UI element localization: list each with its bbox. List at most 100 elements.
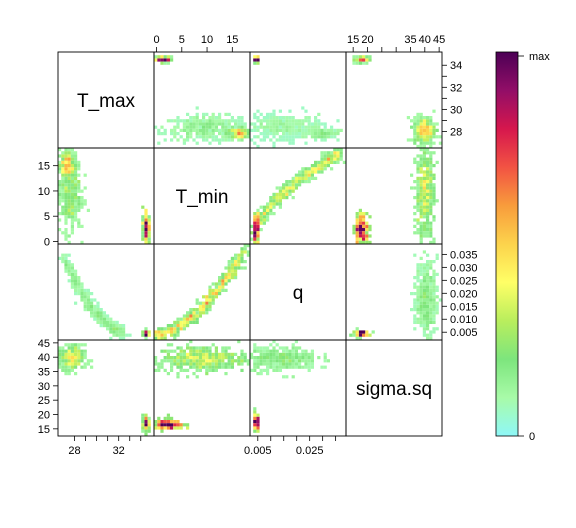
density-cell (86, 295, 90, 299)
density-cell (416, 192, 420, 196)
density-cell (422, 164, 426, 168)
density-cell (298, 180, 302, 184)
density-cell (179, 368, 183, 372)
density-cell (429, 205, 433, 209)
density-cell (83, 352, 87, 356)
density-cell (176, 372, 180, 376)
density-cell (422, 224, 426, 228)
density-cell (67, 148, 71, 152)
density-cell (86, 308, 90, 312)
density-cell (304, 141, 308, 145)
density-cell (67, 372, 71, 376)
density-cell (189, 365, 193, 369)
density-cell (301, 125, 305, 129)
density-cell (192, 308, 196, 312)
density-cell (93, 298, 97, 302)
density-cell (262, 221, 266, 225)
density-cell (317, 119, 321, 123)
density-cell (272, 340, 276, 344)
density-cell (179, 324, 183, 328)
panel-tmin-vs-sigma (352, 148, 439, 244)
density-cell (64, 183, 68, 187)
density-cell (294, 128, 298, 132)
density-cell (429, 295, 433, 299)
density-cell (77, 359, 81, 363)
density-cell (422, 298, 426, 302)
density-cell (64, 186, 68, 190)
density-cell (147, 426, 151, 430)
density-cell (106, 314, 110, 318)
density-cell (262, 356, 266, 360)
tick-label: 20 (361, 34, 373, 46)
density-cell (266, 218, 270, 222)
density-cell (195, 368, 199, 372)
density-cell (58, 183, 62, 187)
density-cell (352, 55, 356, 59)
density-cell (240, 119, 244, 123)
density-cell (259, 218, 263, 222)
density-cell (141, 330, 145, 334)
density-cell (234, 276, 238, 280)
density-cell (144, 330, 148, 334)
density-cell (166, 349, 170, 353)
density-cell (96, 314, 100, 318)
density-cell (288, 192, 292, 196)
density-cell (170, 356, 174, 360)
density-cell (413, 282, 417, 286)
density-cell (419, 311, 423, 315)
density-cell (224, 349, 228, 353)
tick-label: 35 (38, 367, 50, 379)
density-cell (214, 135, 218, 139)
density-cell (326, 154, 330, 158)
density-cell (179, 423, 183, 427)
density-cell (416, 295, 420, 299)
panel-tmax-vs-tmin (154, 55, 250, 145)
density-cell (413, 125, 417, 129)
density-cell (432, 301, 436, 305)
density-cell (64, 148, 68, 152)
density-cell (429, 173, 433, 177)
density-cell (422, 122, 426, 126)
density-cell (122, 336, 126, 340)
density-cell (262, 125, 266, 129)
density-cell (179, 327, 183, 331)
density-cell (422, 199, 426, 203)
density-cell (310, 349, 314, 353)
density-cell (64, 256, 68, 260)
density-cell (176, 356, 180, 360)
density-cell (227, 346, 231, 350)
density-cell (323, 132, 327, 136)
density-cell (413, 180, 417, 184)
density-cell (86, 288, 90, 292)
density-cell (294, 135, 298, 139)
density-cell (413, 132, 417, 136)
density-cell (278, 192, 282, 196)
density-cell (426, 148, 430, 152)
density-cell (256, 356, 260, 360)
density-cell (275, 116, 279, 120)
density-cell (422, 266, 426, 270)
density-cell (163, 426, 167, 430)
density-cell (304, 352, 308, 356)
density-cell (64, 365, 68, 369)
density-cell (214, 349, 218, 353)
density-cell (250, 368, 254, 372)
density-cell (432, 176, 436, 180)
density-cell (250, 231, 254, 235)
density-cell (301, 352, 305, 356)
density-cell (422, 304, 426, 308)
density-cell (416, 266, 420, 270)
density-cell (189, 317, 193, 321)
density-cell (406, 116, 410, 120)
density-cell (426, 119, 430, 123)
density-cell (358, 208, 362, 212)
density-cell (266, 208, 270, 212)
density-cell (301, 349, 305, 353)
density-cell (93, 308, 97, 312)
density-cell (272, 196, 276, 200)
density-cell (272, 122, 276, 126)
density-cell (61, 154, 65, 158)
density-cell (182, 128, 186, 132)
density-cell (256, 208, 260, 212)
density-cell (275, 352, 279, 356)
